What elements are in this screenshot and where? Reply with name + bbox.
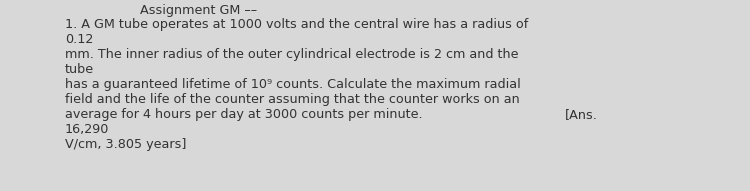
Text: 16,290: 16,290	[65, 123, 110, 136]
Text: V/cm, 3.805 years]: V/cm, 3.805 years]	[65, 138, 186, 151]
Text: has a guaranteed lifetime of 10⁹ counts. Calculate the maximum radial: has a guaranteed lifetime of 10⁹ counts.…	[65, 78, 520, 91]
Text: mm. The inner radius of the outer cylindrical electrode is 2 cm and the: mm. The inner radius of the outer cylind…	[65, 48, 518, 61]
Text: 0.12: 0.12	[65, 33, 93, 46]
Text: 1. A GM tube operates at 1000 volts and the central wire has a radius of: 1. A GM tube operates at 1000 volts and …	[65, 18, 528, 31]
Text: Assignmеnt GM ––: Assignmеnt GM ––	[140, 4, 257, 17]
Text: [Ans.: [Ans.	[565, 108, 598, 121]
Text: tube: tube	[65, 63, 94, 76]
Text: field and the life of the counter assuming that the counter works on an: field and the life of the counter assumi…	[65, 93, 520, 106]
Text: average for 4 hours per day at 3000 counts per minute.: average for 4 hours per day at 3000 coun…	[65, 108, 423, 121]
